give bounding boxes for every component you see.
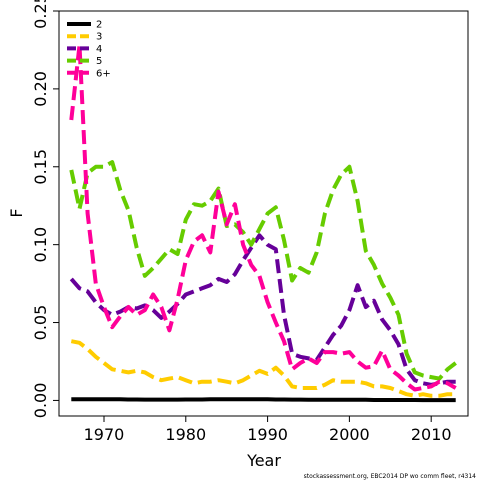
y-tick-label: 0.10 xyxy=(31,227,50,263)
y-tick-label: 0.05 xyxy=(31,305,50,341)
legend-label-6plus: 6+ xyxy=(96,68,111,79)
legend-label-4: 4 xyxy=(96,44,102,55)
series-line-3 xyxy=(70,339,456,398)
x-axis-title: Year xyxy=(246,451,281,470)
legend-label-2: 2 xyxy=(96,20,102,31)
y-tick-label: 0.25 xyxy=(31,0,50,29)
legend-label-3: 3 xyxy=(96,32,102,43)
y-tick-label: 0.20 xyxy=(31,71,50,107)
series-line-2 xyxy=(71,397,456,403)
y-axis-title: F xyxy=(7,208,26,217)
series-line-5 xyxy=(69,160,457,381)
x-tick-label: 1970 xyxy=(84,425,125,444)
series-line-4 xyxy=(69,233,456,387)
x-tick-label: 2010 xyxy=(411,425,452,444)
plot-frame xyxy=(58,10,469,417)
y-axis: 0.00 0.05 0.10 0.15 0.20 0.25 xyxy=(31,0,59,418)
y-tick-label: 0.15 xyxy=(31,149,50,185)
x-tick-label: 1980 xyxy=(165,425,206,444)
series-line-6plus xyxy=(69,43,457,392)
series-lines xyxy=(69,43,457,403)
legend-label-5: 5 xyxy=(96,56,102,67)
x-tick-label: 1990 xyxy=(247,425,288,444)
y-tick-label: 0.00 xyxy=(31,383,50,419)
x-axis: 1970 1980 1990 2000 2010 xyxy=(84,416,452,444)
x-tick-label: 2000 xyxy=(329,425,370,444)
footnote: stockassessment.org, EBC2014 DP wo comm … xyxy=(304,473,477,480)
